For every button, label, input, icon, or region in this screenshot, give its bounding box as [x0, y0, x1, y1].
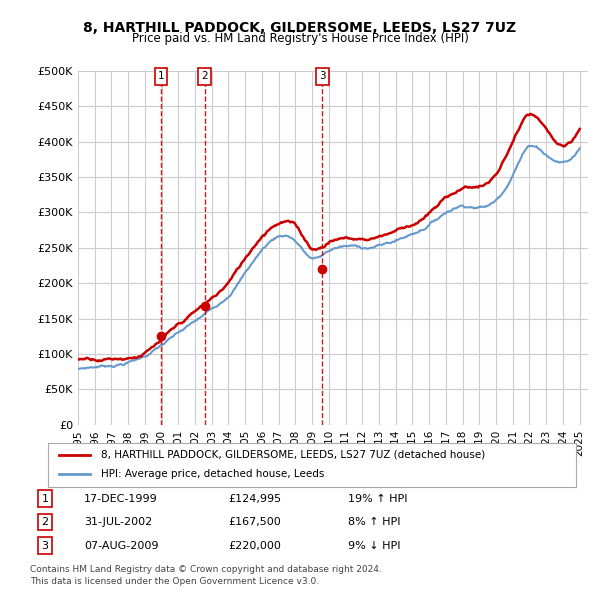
Text: 1: 1: [41, 494, 49, 503]
Text: 3: 3: [319, 71, 325, 81]
Text: Contains HM Land Registry data © Crown copyright and database right 2024.: Contains HM Land Registry data © Crown c…: [30, 565, 382, 574]
Text: 2: 2: [202, 71, 208, 81]
Text: 8, HARTHILL PADDOCK, GILDERSOME, LEEDS, LS27 7UZ (detached house): 8, HARTHILL PADDOCK, GILDERSOME, LEEDS, …: [101, 450, 485, 460]
Text: 2: 2: [41, 517, 49, 527]
Text: 19% ↑ HPI: 19% ↑ HPI: [348, 494, 407, 503]
Text: 8% ↑ HPI: 8% ↑ HPI: [348, 517, 401, 527]
Text: This data is licensed under the Open Government Licence v3.0.: This data is licensed under the Open Gov…: [30, 576, 319, 586]
Text: 1: 1: [158, 71, 164, 81]
Text: 31-JUL-2002: 31-JUL-2002: [84, 517, 152, 527]
Text: Price paid vs. HM Land Registry's House Price Index (HPI): Price paid vs. HM Land Registry's House …: [131, 32, 469, 45]
Text: 8, HARTHILL PADDOCK, GILDERSOME, LEEDS, LS27 7UZ: 8, HARTHILL PADDOCK, GILDERSOME, LEEDS, …: [83, 21, 517, 35]
Text: £167,500: £167,500: [228, 517, 281, 527]
Text: 3: 3: [41, 541, 49, 550]
Text: 9% ↓ HPI: 9% ↓ HPI: [348, 541, 401, 550]
Text: 07-AUG-2009: 07-AUG-2009: [84, 541, 158, 550]
Text: £220,000: £220,000: [228, 541, 281, 550]
Text: £124,995: £124,995: [228, 494, 281, 503]
Text: 17-DEC-1999: 17-DEC-1999: [84, 494, 158, 503]
Text: HPI: Average price, detached house, Leeds: HPI: Average price, detached house, Leed…: [101, 470, 324, 479]
